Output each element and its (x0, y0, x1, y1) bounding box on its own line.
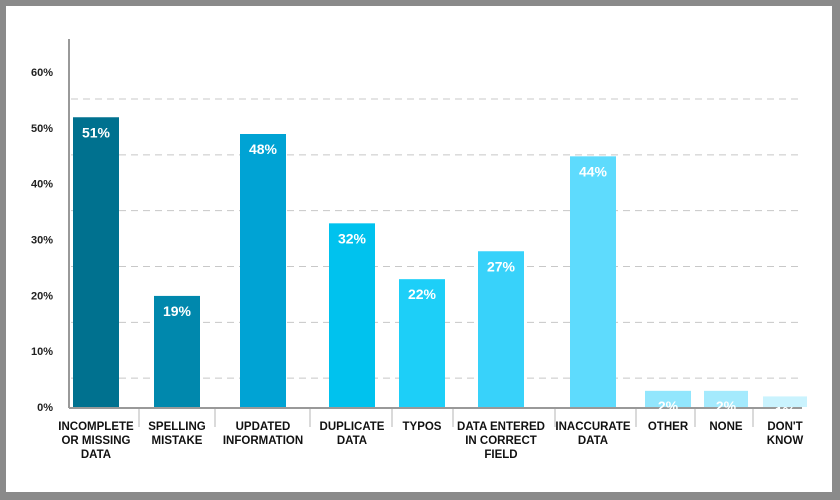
bar (154, 295, 200, 407)
bar-value-label: 48% (249, 141, 278, 157)
bar-value-label: 2% (658, 398, 679, 414)
bar-value-label: 19% (163, 303, 192, 319)
bar-value-label: 1% (775, 403, 796, 419)
category-label: SPELLING MISTAKE (148, 421, 206, 447)
y-tick-label: 0% (37, 402, 53, 414)
category-label: UPDATED INFORMATION (223, 421, 303, 447)
category-label: NONE (709, 421, 743, 433)
category-label: DUPLICATE DATA (320, 421, 385, 447)
bar-value-label: 51% (82, 124, 111, 140)
y-tick-label: 10% (31, 346, 53, 358)
bar (399, 279, 445, 407)
axes: 0% 10% 20% 30% 40% 50% 60% (31, 39, 802, 427)
category-label: DON'T KNOW (767, 421, 804, 447)
category-label: DATA ENTERED IN CORRECT FIELD (457, 421, 545, 461)
bar (73, 117, 119, 407)
y-tick-label: 60% (31, 67, 53, 79)
bar (645, 390, 691, 407)
chart-frame: 0% 10% 20% 30% 40% 50% 60% 51% 19% 48% 32% 22% 27% 4… (6, 6, 832, 492)
bar (478, 251, 524, 407)
y-tick-label: 50% (31, 123, 53, 135)
bar (763, 396, 807, 407)
bar-chart: 0% 10% 20% 30% 40% 50% 60% 51% 19% 48% 32% 22% 27% 4… (31, 39, 807, 461)
bar (329, 223, 375, 407)
labels: 51% 19% 48% 32% 22% 27% 44% 2% 2% 1% INCOMPLETE OR … (58, 124, 803, 461)
category-label: INCOMPLETE OR MISSING DATA (58, 421, 134, 461)
y-tick-label: 40% (31, 179, 53, 191)
bar-value-label: 27% (487, 258, 516, 274)
bar (240, 134, 286, 407)
bars (73, 117, 807, 407)
bar-value-label: 32% (338, 230, 367, 246)
category-label: OTHER (648, 421, 689, 433)
bar-value-label: 2% (716, 398, 737, 414)
category-label: INACCURATE DATA (555, 421, 631, 447)
bar-value-label: 44% (579, 163, 608, 179)
bar (570, 156, 616, 407)
y-tick-label: 30% (31, 235, 53, 247)
category-label: TYPOS (403, 421, 442, 433)
bar-value-label: 22% (408, 286, 437, 302)
bar (704, 390, 748, 407)
y-tick-label: 20% (31, 290, 53, 302)
